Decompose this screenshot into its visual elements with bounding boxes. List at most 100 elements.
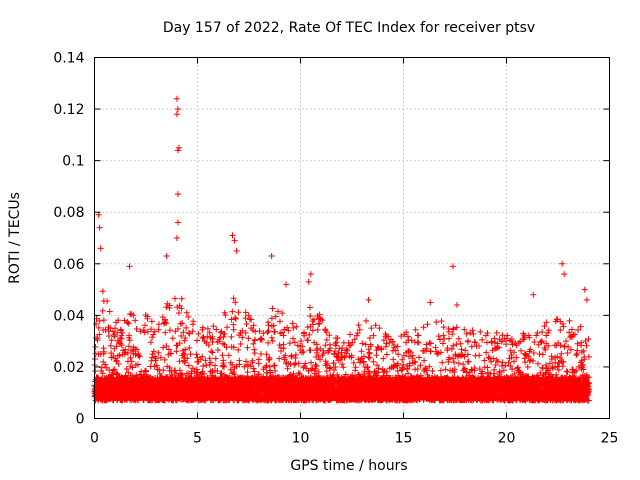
data-point — [114, 370, 121, 377]
data-point — [255, 360, 262, 367]
data-point — [235, 309, 242, 316]
data-point — [373, 352, 380, 359]
data-point — [333, 339, 340, 346]
data-point — [110, 331, 117, 338]
data-point — [106, 367, 113, 374]
data-point — [364, 364, 371, 371]
data-point — [251, 346, 258, 353]
data-point — [363, 317, 370, 324]
data-point — [306, 304, 313, 311]
data-point — [155, 321, 162, 328]
data-point — [144, 313, 151, 320]
data-point — [212, 362, 219, 369]
data-point — [92, 355, 99, 362]
data-point — [187, 351, 194, 358]
data-point — [200, 363, 207, 370]
data-point — [113, 358, 120, 365]
data-point — [92, 343, 99, 350]
data-point — [144, 328, 151, 335]
data-point — [297, 337, 304, 344]
data-point — [96, 317, 103, 324]
data-point — [104, 298, 111, 305]
data-point — [237, 341, 244, 348]
data-point — [114, 329, 121, 336]
data-point — [141, 322, 148, 329]
data-point — [124, 319, 131, 326]
data-point — [99, 370, 106, 377]
data-point — [112, 325, 119, 332]
data-point — [125, 320, 132, 327]
data-point — [113, 357, 120, 364]
data-point — [304, 337, 311, 344]
data-point — [212, 355, 219, 362]
data-point — [150, 331, 157, 338]
data-point — [134, 361, 141, 368]
data-point — [415, 332, 422, 339]
data-point — [163, 320, 170, 327]
data-point — [95, 324, 102, 331]
data-point — [244, 369, 251, 376]
data-point — [269, 305, 276, 312]
data-point — [102, 361, 109, 368]
data-point — [96, 331, 103, 338]
data-point — [132, 351, 139, 358]
data-point — [285, 327, 292, 334]
data-point — [284, 365, 291, 372]
data-point — [390, 356, 397, 363]
data-point — [199, 353, 206, 360]
data-point — [99, 307, 106, 314]
data-point — [155, 349, 162, 356]
data-point — [155, 326, 162, 333]
data-point — [228, 333, 235, 340]
data-point — [272, 367, 279, 374]
data-point — [286, 340, 293, 347]
data-point — [100, 317, 107, 324]
data-point — [193, 351, 200, 358]
data-point — [136, 353, 143, 360]
data-point — [118, 335, 125, 342]
data-point — [122, 346, 129, 353]
data-point — [102, 326, 109, 333]
data-point — [400, 361, 407, 368]
data-point — [370, 358, 377, 365]
data-point — [126, 337, 133, 344]
data-point — [323, 368, 330, 375]
data-point — [94, 335, 101, 342]
data-point — [127, 354, 134, 361]
data-point — [355, 322, 362, 329]
data-point — [347, 331, 354, 338]
data-point — [265, 322, 272, 329]
data-point — [123, 365, 130, 372]
data-point — [141, 329, 148, 336]
data-point — [265, 328, 272, 335]
data-point — [383, 351, 390, 358]
data-point — [161, 356, 168, 363]
data-point — [130, 312, 137, 319]
data-point — [128, 358, 135, 365]
data-point — [93, 320, 100, 327]
data-point — [148, 354, 155, 361]
data-point — [219, 352, 226, 359]
data-point — [183, 324, 190, 331]
data-point — [103, 364, 110, 371]
data-point — [185, 362, 192, 369]
data-point — [307, 312, 314, 319]
data-point — [268, 334, 275, 341]
data-point — [162, 329, 169, 336]
data-point — [133, 372, 140, 379]
data-point — [148, 318, 155, 325]
data-point — [134, 346, 141, 353]
data-point — [115, 317, 122, 324]
data-point — [153, 362, 160, 369]
data-point — [289, 320, 296, 327]
data-point — [290, 324, 297, 331]
data-point — [258, 335, 265, 342]
data-point — [214, 347, 221, 354]
data-point — [129, 364, 136, 371]
data-point — [229, 308, 236, 315]
data-point — [118, 342, 125, 349]
data-point — [147, 339, 154, 346]
data-point — [132, 317, 139, 324]
data-point — [258, 350, 265, 357]
data-point — [111, 366, 118, 373]
